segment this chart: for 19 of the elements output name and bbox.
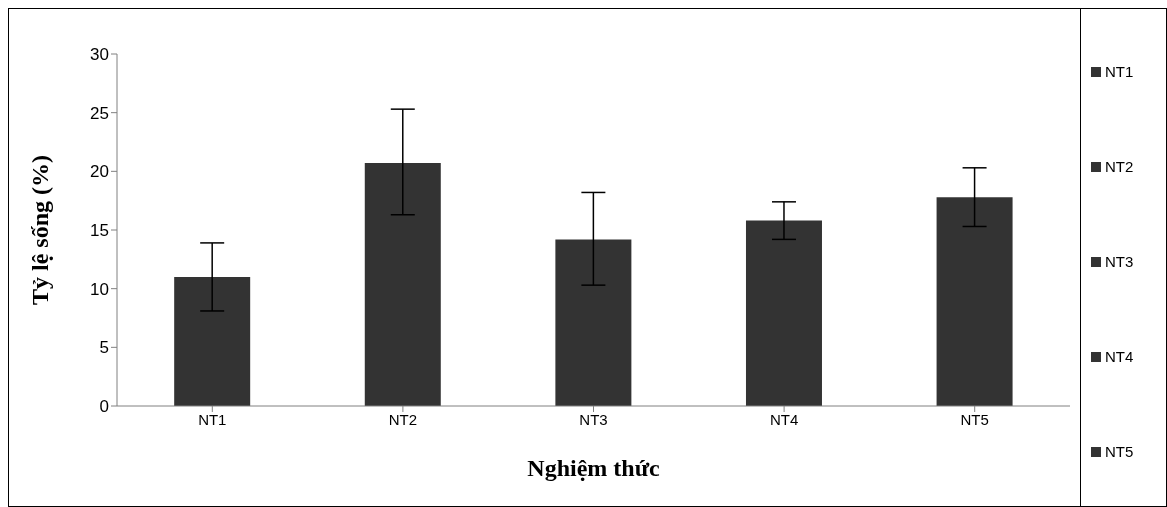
x-axis-title: Nghiệm thức <box>527 455 661 481</box>
legend-label: NT1 <box>1105 63 1134 80</box>
y-tick-label: 10 <box>90 279 109 299</box>
x-tick-label: NT2 <box>388 410 418 428</box>
legend-label: NT4 <box>1105 348 1134 365</box>
legend-label: NT3 <box>1105 253 1134 270</box>
legend-label: NT5 <box>1105 443 1134 460</box>
x-tick-label: NT1 <box>198 410 227 428</box>
x-tick-label: NT3 <box>579 410 608 428</box>
y-axis-title: Tỷ lệ sống (%) <box>26 155 53 305</box>
y-tick-label: 25 <box>90 103 109 123</box>
y-tick-label: 5 <box>99 338 109 358</box>
y-tick-label: 20 <box>90 162 109 182</box>
x-tick-label: NT5 <box>960 410 989 428</box>
y-tick-label: 0 <box>99 397 109 417</box>
legend-label: NT2 <box>1105 158 1134 175</box>
x-tick-label: NT4 <box>769 410 799 428</box>
y-tick-label: 15 <box>90 221 109 241</box>
y-tick-label: 30 <box>90 45 109 65</box>
